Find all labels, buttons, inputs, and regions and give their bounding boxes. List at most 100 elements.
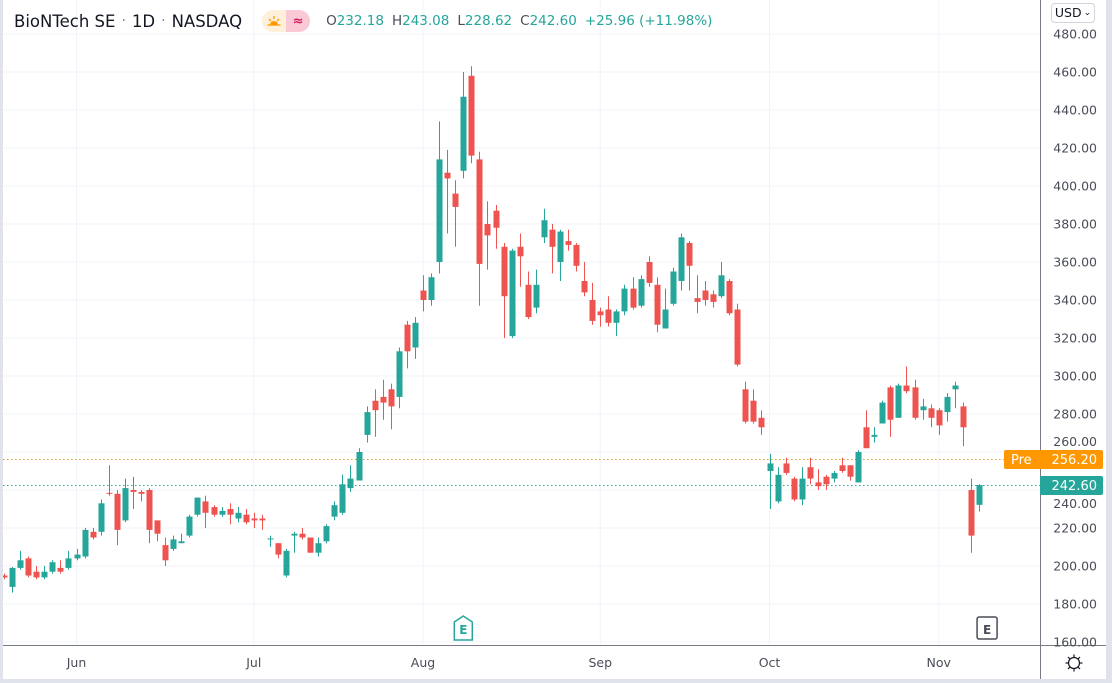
time-axis[interactable]: Jun Jul Aug Sep Oct Nov	[66, 655, 952, 670]
candle-body	[90, 531, 97, 538]
candle-body	[750, 400, 757, 422]
candle-up	[621, 284, 628, 316]
candle-body	[573, 244, 580, 266]
candle-up	[428, 273, 435, 306]
candle-body	[82, 529, 89, 557]
interval[interactable]: 1D	[131, 11, 156, 31]
candle-down	[243, 509, 250, 525]
ohlc-item: L228.62	[457, 13, 512, 29]
candle-down	[501, 243, 508, 338]
candle-body	[525, 284, 532, 318]
candle-body	[428, 277, 435, 300]
pre-market-price-label: Pre 256.20	[1004, 450, 1103, 469]
candle-body	[767, 463, 774, 471]
price-label-value: 242.60	[1052, 479, 1098, 494]
candle-up	[775, 467, 782, 504]
candle-body	[122, 488, 129, 521]
candle-body	[718, 275, 725, 297]
candle-body	[613, 311, 620, 323]
currency-button[interactable]: USD ⌄	[1051, 3, 1095, 23]
candle-up	[82, 528, 89, 559]
candle-body	[211, 507, 218, 515]
candle-down	[275, 543, 282, 559]
candle-up	[315, 537, 322, 557]
candle-body	[259, 518, 266, 521]
candle-body	[839, 465, 846, 471]
y-tick-label: 300.00	[1053, 369, 1097, 384]
earnings-marker-label: E	[459, 623, 467, 637]
candle-body	[960, 406, 967, 428]
y-tick-label: 480.00	[1053, 27, 1097, 42]
ohlc-item: +25.96 (+11.98%)	[585, 13, 713, 29]
candle-up	[49, 560, 56, 574]
candle-down	[702, 281, 709, 306]
candle-down	[758, 410, 765, 435]
symbol-name[interactable]: BioNTech SE	[14, 11, 116, 31]
candle-body	[299, 533, 306, 538]
price-label-background	[1004, 450, 1103, 469]
currency-label: USD	[1054, 4, 1082, 20]
candle-up	[670, 267, 677, 306]
candle-down	[106, 465, 113, 496]
price-axis[interactable]: 480.00 460.00 440.00 420.00 400.00 380.00 360.…	[1053, 27, 1097, 650]
earnings-marker-label: E	[983, 623, 991, 637]
candle-up	[122, 478, 129, 523]
candle-body	[734, 309, 741, 365]
ohlc-value: 243.08	[402, 13, 450, 29]
ohlc-item: C242.60	[520, 13, 577, 29]
candle-body	[565, 241, 572, 245]
candle-up	[944, 393, 951, 422]
y-tick-label: 200.00	[1053, 559, 1097, 574]
candle-down	[783, 457, 790, 475]
approx-icon[interactable]: ≈	[286, 10, 311, 32]
candle-down	[791, 476, 798, 502]
gear-icon[interactable]	[1062, 651, 1086, 675]
candle-down	[146, 488, 153, 544]
candle-body	[65, 558, 72, 568]
candle-body	[646, 262, 653, 283]
candle-body	[895, 385, 902, 418]
candle-down	[444, 149, 451, 234]
candle-down	[130, 476, 137, 509]
candle-body	[243, 514, 250, 523]
candle-down	[903, 366, 910, 394]
candle-body	[831, 472, 838, 479]
sun-icon[interactable]	[262, 10, 287, 32]
candle-down	[420, 275, 427, 312]
candle-down	[742, 381, 749, 424]
candle-up	[533, 269, 540, 314]
candle-body	[920, 406, 927, 411]
candle-up	[895, 383, 902, 418]
candle-body	[605, 309, 612, 323]
candle-body	[323, 526, 330, 542]
candle-body	[493, 210, 500, 228]
candle-body	[49, 562, 56, 572]
y-tick-label: 260.00	[1053, 434, 1097, 449]
candle-down	[573, 243, 580, 272]
ohlc-values: O232.18 H243.08 L228.62 C242.60 +25.96 (+11.…	[326, 13, 712, 29]
candle-up	[364, 406, 371, 443]
candle-up	[219, 507, 226, 517]
earnings-marker-reported[interactable]: E	[453, 615, 474, 641]
y-tick-label: 420.00	[1053, 141, 1097, 156]
candle-down	[630, 277, 637, 310]
candle-down	[372, 389, 379, 437]
y-tick-label: 320.00	[1053, 331, 1097, 346]
candle-body	[106, 492, 113, 494]
earnings-marker-upcoming[interactable]: E	[976, 616, 998, 640]
candle-up	[235, 507, 242, 523]
candle-body	[742, 389, 749, 422]
candles	[1, 66, 983, 593]
candle-body	[460, 96, 467, 171]
x-tick-label: Aug	[411, 655, 435, 670]
candle-body	[621, 288, 628, 312]
candle-up	[920, 398, 927, 420]
candle-body	[315, 543, 322, 553]
candle-down	[694, 275, 701, 314]
candle-body	[339, 484, 346, 513]
candle-down	[114, 490, 121, 546]
candle-body	[501, 246, 508, 297]
candle-up	[799, 467, 806, 506]
